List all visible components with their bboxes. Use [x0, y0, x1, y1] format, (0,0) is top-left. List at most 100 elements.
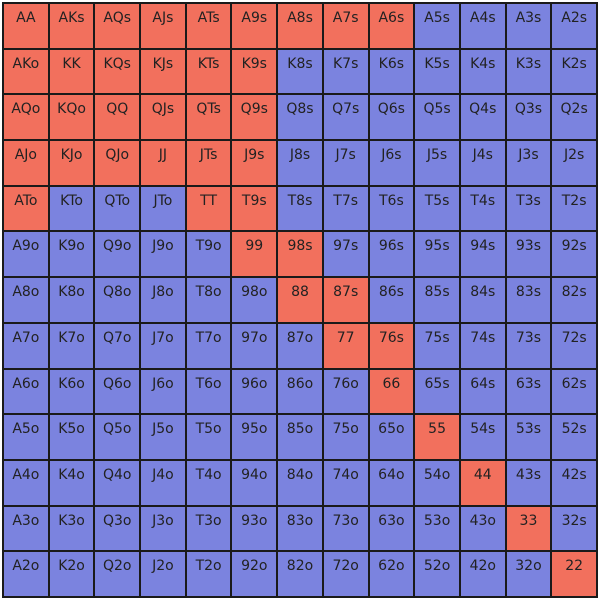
- hand-cell-94s[interactable]: 94s: [459, 231, 506, 278]
- hand-cell-a4o[interactable]: A4o: [3, 459, 49, 506]
- hand-cell-k2o[interactable]: K2o: [48, 551, 95, 597]
- hand-cell-j7s[interactable]: J7s: [322, 140, 369, 186]
- hand-cell-a6o[interactable]: A6o: [3, 368, 49, 415]
- hand-cell-a3o[interactable]: A3o: [3, 505, 49, 552]
- hand-cell-87o[interactable]: 87o: [277, 322, 323, 369]
- hand-cell-k7o[interactable]: K7o: [48, 322, 95, 369]
- hand-cell-55[interactable]: 55: [414, 414, 460, 460]
- hand-cell-64s[interactable]: 64s: [459, 368, 506, 415]
- hand-cell-76s[interactable]: 76s: [368, 322, 415, 369]
- hand-cell-52s[interactable]: 52s: [551, 414, 597, 460]
- hand-cell-k2s[interactable]: K2s: [551, 48, 597, 95]
- hand-cell-t9s[interactable]: T9s: [231, 185, 278, 232]
- hand-cell-ats[interactable]: ATs: [185, 3, 232, 49]
- hand-cell-93o[interactable]: 93o: [231, 505, 278, 552]
- hand-cell-t6s[interactable]: T6s: [368, 185, 415, 232]
- hand-cell-a5s[interactable]: A5s: [414, 3, 460, 49]
- hand-cell-t7s[interactable]: T7s: [322, 185, 369, 232]
- hand-cell-82o[interactable]: 82o: [277, 551, 323, 597]
- hand-cell-a9o[interactable]: A9o: [3, 231, 49, 278]
- hand-cell-j5s[interactable]: J5s: [414, 140, 460, 186]
- hand-cell-53s[interactable]: 53s: [505, 414, 552, 460]
- hand-cell-j3s[interactable]: J3s: [505, 140, 552, 186]
- hand-cell-95o[interactable]: 95o: [231, 414, 278, 460]
- hand-cell-99[interactable]: 99: [231, 231, 278, 278]
- hand-cell-kqo[interactable]: KQo: [48, 94, 95, 141]
- hand-cell-k9o[interactable]: K9o: [48, 231, 95, 278]
- hand-cell-q7s[interactable]: Q7s: [322, 94, 369, 141]
- hand-cell-k4o[interactable]: K4o: [48, 459, 95, 506]
- hand-cell-44[interactable]: 44: [459, 459, 506, 506]
- hand-cell-j4s[interactable]: J4s: [459, 140, 506, 186]
- hand-cell-t8o[interactable]: T8o: [185, 277, 232, 323]
- hand-cell-q4s[interactable]: Q4s: [459, 94, 506, 141]
- hand-cell-j9o[interactable]: J9o: [140, 231, 186, 278]
- hand-cell-kqs[interactable]: KQs: [94, 48, 141, 95]
- hand-cell-t3s[interactable]: T3s: [505, 185, 552, 232]
- hand-cell-88[interactable]: 88: [277, 277, 323, 323]
- hand-cell-t2s[interactable]: T2s: [551, 185, 597, 232]
- hand-cell-a3s[interactable]: A3s: [505, 3, 552, 49]
- hand-cell-75o[interactable]: 75o: [322, 414, 369, 460]
- hand-cell-k3s[interactable]: K3s: [505, 48, 552, 95]
- hand-cell-k4s[interactable]: K4s: [459, 48, 506, 95]
- hand-cell-74o[interactable]: 74o: [322, 459, 369, 506]
- hand-cell-j5o[interactable]: J5o: [140, 414, 186, 460]
- hand-cell-76o[interactable]: 76o: [322, 368, 369, 415]
- hand-cell-82s[interactable]: 82s: [551, 277, 597, 323]
- hand-cell-72s[interactable]: 72s: [551, 322, 597, 369]
- hand-cell-43o[interactable]: 43o: [459, 505, 506, 552]
- hand-cell-t8s[interactable]: T8s: [277, 185, 323, 232]
- hand-cell-74s[interactable]: 74s: [459, 322, 506, 369]
- hand-cell-t4s[interactable]: T4s: [459, 185, 506, 232]
- hand-cell-q6s[interactable]: Q6s: [368, 94, 415, 141]
- hand-cell-aqo[interactable]: AQo: [3, 94, 49, 141]
- hand-cell-k6o[interactable]: K6o: [48, 368, 95, 415]
- hand-cell-q2o[interactable]: Q2o: [94, 551, 141, 597]
- hand-cell-75s[interactable]: 75s: [414, 322, 460, 369]
- hand-cell-qq[interactable]: QQ: [94, 94, 141, 141]
- hand-cell-a2o[interactable]: A2o: [3, 551, 49, 597]
- hand-cell-kjs[interactable]: KJs: [140, 48, 186, 95]
- hand-cell-jj[interactable]: JJ: [140, 140, 186, 186]
- hand-cell-a5o[interactable]: A5o: [3, 414, 49, 460]
- hand-cell-62o[interactable]: 62o: [368, 551, 415, 597]
- hand-cell-aqs[interactable]: AQs: [94, 3, 141, 49]
- hand-cell-97s[interactable]: 97s: [322, 231, 369, 278]
- hand-cell-k3o[interactable]: K3o: [48, 505, 95, 552]
- hand-cell-tt[interactable]: TT: [185, 185, 232, 232]
- hand-cell-j3o[interactable]: J3o: [140, 505, 186, 552]
- hand-cell-k8s[interactable]: K8s: [277, 48, 323, 95]
- hand-cell-ajs[interactable]: AJs: [140, 3, 186, 49]
- hand-cell-83s[interactable]: 83s: [505, 277, 552, 323]
- hand-cell-84o[interactable]: 84o: [277, 459, 323, 506]
- hand-cell-a7s[interactable]: A7s: [322, 3, 369, 49]
- hand-cell-j8s[interactable]: J8s: [277, 140, 323, 186]
- hand-cell-t3o[interactable]: T3o: [185, 505, 232, 552]
- hand-cell-72o[interactable]: 72o: [322, 551, 369, 597]
- hand-cell-98s[interactable]: 98s: [277, 231, 323, 278]
- hand-cell-53o[interactable]: 53o: [414, 505, 460, 552]
- hand-cell-j9s[interactable]: J9s: [231, 140, 278, 186]
- hand-cell-q5o[interactable]: Q5o: [94, 414, 141, 460]
- hand-cell-84s[interactable]: 84s: [459, 277, 506, 323]
- hand-cell-73s[interactable]: 73s: [505, 322, 552, 369]
- hand-cell-aks[interactable]: AKs: [48, 3, 95, 49]
- hand-cell-j4o[interactable]: J4o: [140, 459, 186, 506]
- hand-cell-qts[interactable]: QTs: [185, 94, 232, 141]
- hand-cell-jto[interactable]: JTo: [140, 185, 186, 232]
- hand-cell-42o[interactable]: 42o: [459, 551, 506, 597]
- hand-cell-j2s[interactable]: J2s: [551, 140, 597, 186]
- hand-cell-22[interactable]: 22: [551, 551, 597, 597]
- hand-cell-43s[interactable]: 43s: [505, 459, 552, 506]
- hand-cell-ako[interactable]: AKo: [3, 48, 49, 95]
- hand-cell-j2o[interactable]: J2o: [140, 551, 186, 597]
- hand-cell-33[interactable]: 33: [505, 505, 552, 552]
- hand-cell-a7o[interactable]: A7o: [3, 322, 49, 369]
- hand-cell-85s[interactable]: 85s: [414, 277, 460, 323]
- hand-cell-k6s[interactable]: K6s: [368, 48, 415, 95]
- hand-cell-qto[interactable]: QTo: [94, 185, 141, 232]
- hand-cell-t7o[interactable]: T7o: [185, 322, 232, 369]
- hand-cell-a6s[interactable]: A6s: [368, 3, 415, 49]
- hand-cell-aa[interactable]: AA: [3, 3, 49, 49]
